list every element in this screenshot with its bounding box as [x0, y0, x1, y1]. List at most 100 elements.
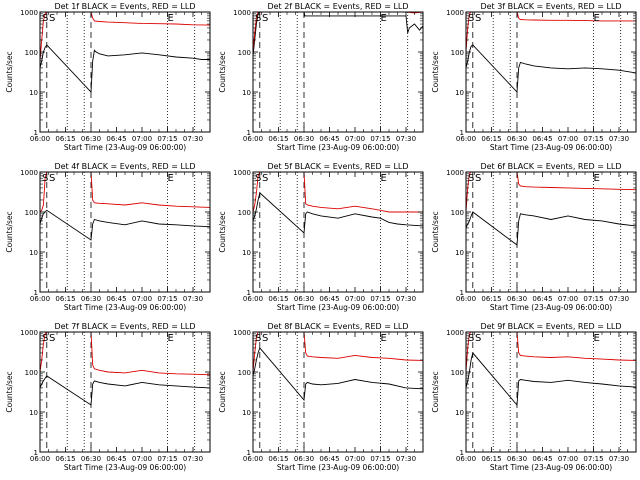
start-marker-label: S — [468, 13, 474, 24]
panel-title: Det 6f BLACK = Events, RED = LLD — [480, 162, 621, 171]
x-tick-label: 06:15 — [481, 455, 501, 463]
series-line-events — [252, 192, 424, 234]
y-tick-label: 1000 — [233, 9, 251, 17]
x-tick-label: 06:45 — [106, 135, 126, 143]
y-tick-label: 1000 — [20, 9, 38, 17]
x-tick-label: 06:30 — [294, 455, 314, 463]
y-axis-label: Counts/sec — [218, 211, 227, 252]
x-tick-label: 07:00 — [132, 135, 152, 143]
y-axis-label: Counts/sec — [5, 371, 14, 412]
plot-frame — [39, 11, 211, 133]
series-line-events — [252, 347, 424, 402]
y-axis-label: Counts/sec — [5, 51, 14, 92]
x-tick-label: 06:30 — [81, 135, 101, 143]
x-tick-label: 07:15 — [370, 455, 390, 463]
panel-title: Det 2f BLACK = Events, RED = LLD — [267, 2, 408, 11]
panel-title: Det 7f BLACK = Events, RED = LLD — [54, 322, 195, 331]
x-tick-label: 07:15 — [157, 295, 177, 303]
detector-panel-2: Det 2f BLACK = Events, RED = LLD S S E 1 10 10… — [218, 2, 424, 152]
plot-frame — [252, 331, 424, 453]
x-tick-label: 07:15 — [370, 135, 390, 143]
start-marker-label: S — [42, 13, 48, 24]
x-tick-label: 07:15 — [157, 135, 177, 143]
panel-title: Det 5f BLACK = Events, RED = LLD — [267, 162, 408, 171]
y-tick-label: 1000 — [233, 329, 251, 337]
y-tick-label: 10 — [455, 249, 464, 257]
panel-title: Det 8f BLACK = Events, RED = LLD — [267, 322, 408, 331]
x-tick-label: 06:30 — [294, 135, 314, 143]
x-axis-label: Start Time (23-Aug-09 06:00:00) — [64, 303, 186, 312]
x-tick-label: 06:45 — [319, 135, 339, 143]
y-tick-label: 100 — [238, 369, 251, 377]
plot-frame — [252, 171, 424, 293]
end-marker-label: E — [381, 13, 387, 24]
x-tick-label: 06:00 — [243, 135, 263, 143]
y-tick-label: 100 — [451, 369, 464, 377]
y-tick-label: 10 — [455, 409, 464, 417]
plot-frame — [465, 331, 637, 453]
start-marker-label: S — [255, 173, 261, 184]
panel-title: Det 1f BLACK = Events, RED = LLD — [54, 2, 195, 11]
x-tick-label: 07:30 — [396, 135, 416, 143]
y-axis-label: Counts/sec — [218, 371, 227, 412]
x-tick-label: 07:15 — [583, 455, 603, 463]
series-line-events — [252, 11, 424, 56]
detector-panel-3: Det 3f BLACK = Events, RED = LLD S S E 1 10 10… — [431, 2, 637, 152]
series-line-lld — [252, 171, 423, 213]
x-tick-label: 07:30 — [183, 295, 203, 303]
x-tick-label: 06:15 — [268, 295, 288, 303]
end-marker-label: E — [381, 333, 387, 344]
y-tick-label: 1000 — [20, 169, 38, 177]
x-tick-label: 06:15 — [55, 295, 75, 303]
y-tick-label: 100 — [451, 49, 464, 57]
x-tick-label: 06:15 — [55, 455, 75, 463]
end-marker-label: E — [168, 173, 174, 184]
series-line-lld — [39, 11, 211, 61]
start-marker-label: S — [262, 333, 268, 344]
x-tick-label: 06:00 — [456, 455, 476, 463]
y-tick-label: 10 — [29, 89, 38, 97]
end-marker-label: E — [168, 13, 174, 24]
x-tick-label: 06:45 — [532, 455, 552, 463]
end-marker-label: E — [594, 333, 600, 344]
x-tick-label: 06:15 — [268, 455, 288, 463]
y-tick-label: 1 — [460, 129, 464, 137]
x-tick-label: 07:30 — [609, 455, 629, 463]
end-marker-label: E — [594, 173, 600, 184]
x-tick-label: 06:15 — [268, 135, 288, 143]
start-marker-label: S — [42, 333, 48, 344]
x-tick-label: 06:30 — [507, 455, 527, 463]
detector-panel-1: Det 1f BLACK = Events, RED = LLD S S E 1 10 10… — [5, 2, 211, 152]
detector-panel-5: Det 5f BLACK = Events, RED = LLD S S E 1 10 10… — [218, 162, 424, 312]
y-tick-label: 10 — [29, 249, 38, 257]
x-tick-label: 07:00 — [558, 455, 578, 463]
detector-panel-6: Det 6f BLACK = Events, RED = LLD S S E 1 10 10… — [431, 162, 637, 312]
y-tick-label: 100 — [25, 369, 38, 377]
x-tick-label: 06:45 — [532, 295, 552, 303]
x-tick-label: 07:00 — [132, 455, 152, 463]
series-line-events — [39, 209, 211, 241]
panel-title: Det 4f BLACK = Events, RED = LLD — [54, 162, 195, 171]
start-marker-label: S — [49, 173, 55, 184]
x-tick-label: 07:15 — [583, 295, 603, 303]
x-axis-label: Start Time (23-Aug-09 06:00:00) — [490, 143, 612, 152]
start-marker-label: S — [262, 13, 268, 24]
y-axis-label: Counts/sec — [431, 51, 440, 92]
x-tick-label: 07:00 — [558, 295, 578, 303]
x-tick-label: 06:30 — [81, 455, 101, 463]
start-marker-label: S — [49, 333, 55, 344]
y-tick-label: 10 — [242, 89, 251, 97]
y-tick-label: 100 — [238, 209, 251, 217]
x-tick-label: 07:15 — [370, 295, 390, 303]
x-tick-label: 06:00 — [243, 295, 263, 303]
y-tick-label: 100 — [451, 209, 464, 217]
x-tick-label: 06:30 — [81, 295, 101, 303]
x-tick-label: 07:00 — [558, 135, 578, 143]
x-tick-label: 06:45 — [319, 295, 339, 303]
y-tick-label: 1 — [460, 449, 464, 457]
end-marker-label: E — [381, 173, 387, 184]
end-marker-label: E — [168, 333, 174, 344]
plot-frame — [39, 171, 211, 293]
series-line-lld — [465, 331, 637, 373]
x-tick-label: 06:00 — [30, 295, 50, 303]
